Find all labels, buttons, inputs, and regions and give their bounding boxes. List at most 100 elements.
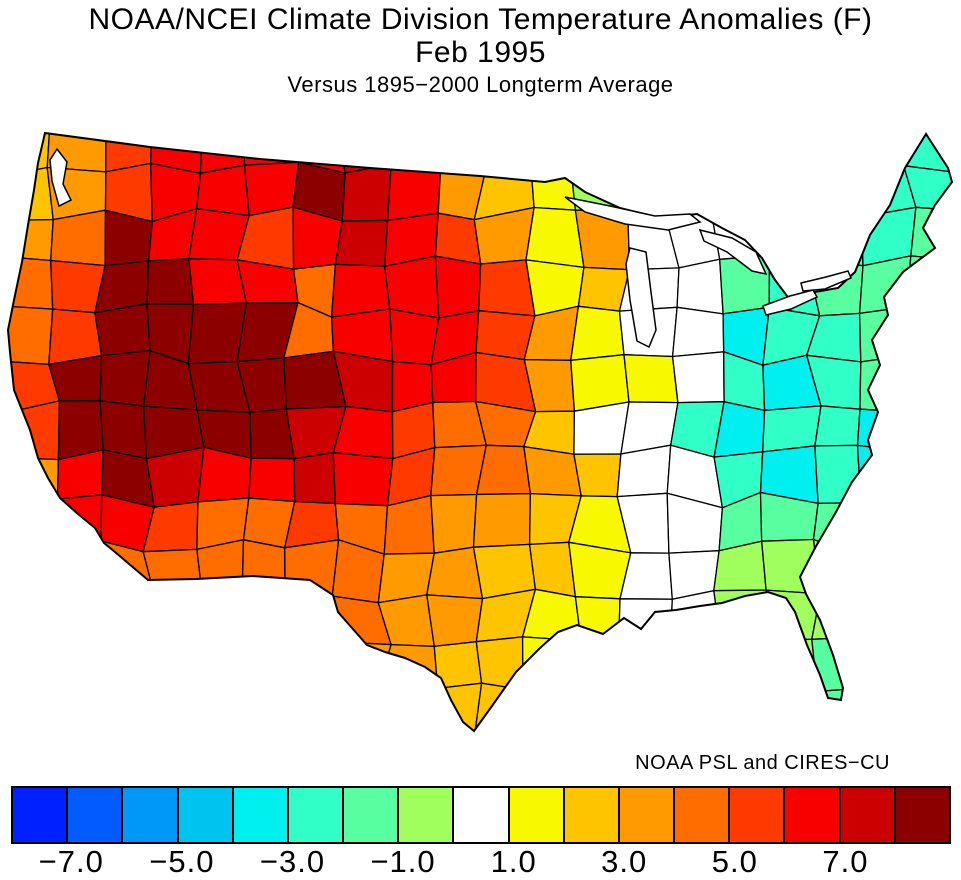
climate-division	[676, 258, 724, 315]
climate-division	[760, 159, 808, 219]
climate-division	[902, 351, 952, 413]
climate-division	[805, 133, 869, 168]
climate-division	[910, 451, 952, 501]
climate-division	[99, 400, 148, 460]
title-date: Feb 1995	[415, 36, 546, 69]
climate-division	[574, 596, 621, 642]
climate-division	[48, 308, 103, 366]
colorbar-segment	[123, 788, 179, 842]
climate-division	[573, 453, 622, 498]
climate-division	[50, 597, 103, 651]
subtitle: Versus 1895−2000 Longterm Average	[287, 72, 674, 97]
climate-division	[859, 355, 908, 413]
puget-sound	[49, 147, 73, 208]
climate-division	[335, 641, 392, 689]
colorbar-segment	[344, 788, 400, 842]
climate-division	[902, 302, 952, 357]
climate-division	[856, 408, 914, 453]
climate-division	[332, 451, 394, 507]
climate-division	[671, 306, 725, 358]
climate-division	[855, 494, 912, 557]
climate-division	[570, 353, 630, 412]
climate-division	[241, 586, 286, 651]
climate-division	[154, 598, 204, 640]
climate-division	[341, 163, 392, 222]
climate-division	[148, 637, 199, 690]
climate-division	[282, 589, 340, 652]
climate-division	[902, 133, 952, 174]
climate-division	[8, 552, 54, 599]
climate-division	[50, 689, 105, 731]
us-climate-map	[0, 110, 961, 750]
climate-division	[530, 133, 575, 173]
colorbar-segment	[399, 788, 455, 842]
climate-division	[293, 451, 336, 505]
climate-division	[146, 258, 195, 306]
climate-division	[472, 133, 533, 174]
lake-michigan	[625, 247, 657, 349]
climate-division	[855, 681, 915, 731]
climate-division	[378, 686, 439, 731]
climate-division	[99, 349, 151, 407]
climate-division	[334, 219, 389, 267]
colorbar-tick-label: 7.0	[822, 844, 869, 879]
climate-division	[814, 405, 861, 447]
colorbar-ticks: −7.0 −5.0 −3.0 −1.0 1.0 3.0 5.0 7.0	[0, 844, 961, 879]
climate-division	[570, 133, 632, 173]
climate-division	[284, 539, 340, 597]
colorbar-segment	[509, 788, 565, 842]
climate-division	[670, 589, 722, 641]
climate-division	[723, 133, 766, 167]
climate-division	[570, 305, 625, 362]
climate-division	[579, 637, 629, 691]
climate-division	[910, 206, 952, 262]
climate-division	[389, 308, 440, 366]
climate-division	[812, 538, 864, 597]
climate-division	[665, 635, 722, 697]
climate-division	[853, 636, 915, 690]
climate-division	[380, 133, 442, 168]
colorbar-tick-label: −1.0	[370, 844, 436, 879]
climate-division	[94, 303, 151, 357]
climate-division	[51, 494, 103, 557]
climate-division	[241, 539, 286, 592]
climate-division	[621, 133, 676, 174]
climate-division	[472, 492, 532, 548]
lake-ontario	[800, 270, 852, 292]
climate-division	[51, 540, 103, 602]
colorbar-segment	[454, 788, 510, 842]
climate-division	[196, 538, 245, 600]
climate-division	[8, 597, 54, 650]
climate-division	[473, 682, 524, 731]
climate-division	[199, 133, 246, 175]
colorbar-segment	[68, 788, 124, 842]
lake-huron	[698, 228, 768, 276]
colorbar-segment	[178, 788, 234, 842]
climate-division	[855, 539, 916, 597]
climate-division	[716, 683, 769, 731]
climate-division	[192, 637, 249, 691]
climate-division	[767, 214, 808, 261]
climate-division	[530, 165, 577, 211]
colorbar-segment	[288, 788, 345, 842]
climate-division	[760, 538, 822, 595]
climate-division	[760, 133, 815, 168]
climate-division	[478, 259, 536, 317]
lake-erie	[762, 289, 819, 316]
climate-division	[145, 446, 205, 508]
climate-division	[765, 589, 822, 641]
climate-division	[335, 684, 388, 731]
climate-division	[475, 636, 524, 691]
climate-division	[383, 494, 435, 555]
us-outline	[6, 131, 954, 733]
climate-division	[811, 593, 864, 640]
climate-division	[523, 445, 582, 497]
colorbar	[11, 786, 951, 844]
climate-division	[92, 687, 150, 731]
climate-division	[195, 164, 250, 217]
colorbar-tick-label: −5.0	[149, 844, 215, 879]
lake-superior	[564, 196, 702, 231]
climate-division	[909, 540, 952, 593]
climate-division	[8, 166, 54, 222]
